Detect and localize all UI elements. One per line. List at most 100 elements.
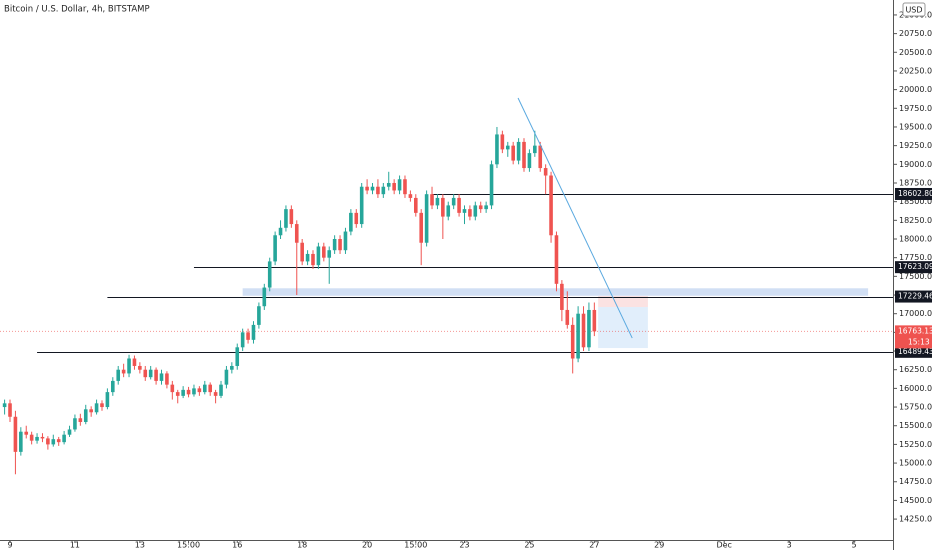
candle-body: [322, 246, 326, 258]
candle-body: [549, 175, 553, 236]
candle-body: [446, 205, 451, 217]
candle-body: [419, 212, 424, 243]
candle-body: [516, 141, 521, 161]
candle-body: [154, 369, 158, 381]
x-tick-label: 23: [459, 541, 469, 550]
candle-body: [581, 313, 586, 348]
candle-body: [186, 389, 191, 395]
candle-body: [495, 134, 499, 165]
candle-body: [408, 194, 413, 198]
candle-body: [257, 306, 261, 325]
candle-body: [354, 212, 359, 225]
candle-body: [284, 209, 288, 228]
candle-body: [343, 231, 348, 251]
last-price-label: 16763.13: [898, 326, 932, 335]
candle-body: [430, 194, 434, 206]
candle-body: [159, 373, 164, 381]
candle-body: [100, 403, 104, 408]
x-tick-label: 15:00: [177, 541, 200, 550]
candle-body: [278, 227, 283, 236]
candle-body: [457, 197, 461, 213]
candle-body: [148, 369, 153, 378]
plot: [0, 97, 893, 475]
candle-body: [489, 164, 494, 206]
candle-body: [381, 186, 386, 195]
y-tick-label: 18500.00: [899, 197, 932, 206]
candle-body: [138, 365, 142, 370]
candle-body: [121, 369, 126, 374]
candle-body: [543, 168, 548, 176]
y-tick-label: 20250.00: [899, 66, 932, 75]
x-tick-label: 9: [7, 541, 12, 550]
candle-body: [208, 384, 212, 393]
position-target: [598, 307, 648, 349]
currency-label: USD: [905, 6, 922, 15]
candle-body: [538, 145, 543, 169]
candle-body: [289, 209, 294, 225]
y-tick-label: 15500.00: [899, 421, 932, 430]
candle-body: [56, 439, 61, 443]
level-label-box: [895, 345, 932, 358]
x-tick-label: 3: [787, 541, 792, 550]
candle-body: [94, 403, 99, 413]
y-tick-label: 14500.00: [899, 496, 932, 505]
candle-body: [143, 369, 148, 378]
y-tick-label: 19750.00: [899, 104, 932, 113]
candle-body: [181, 389, 185, 396]
candle-body: [484, 205, 488, 210]
x-tick-label: 15:00: [404, 541, 427, 550]
candle-body: [592, 309, 597, 332]
zone: [242, 288, 869, 296]
y-tick-label: 19000.00: [899, 160, 932, 169]
candle-body: [246, 332, 250, 340]
y-tick-label: 20750.00: [899, 29, 932, 38]
candle-body: [8, 403, 12, 417]
y-tick-label: 15750.00: [899, 403, 932, 412]
y-tick-label: 17000.00: [899, 309, 932, 318]
candle-body: [554, 235, 559, 284]
candle-body: [240, 332, 245, 348]
y-tick-label: 18000.00: [899, 235, 932, 244]
candle-body: [219, 384, 223, 396]
candle-body: [365, 186, 369, 191]
x-tick-label: 11: [70, 541, 80, 550]
candle-body: [451, 197, 456, 206]
candle-body: [13, 416, 18, 452]
candle-body: [511, 145, 515, 161]
candle-body: [435, 197, 440, 206]
y-tick-label: 18750.00: [899, 178, 932, 187]
x-tick-label: 25: [524, 541, 534, 550]
y-tick-label: 15000.00: [899, 459, 932, 468]
candle-body: [587, 309, 591, 348]
x-tick-label: Dec: [716, 541, 731, 550]
candle-body: [305, 253, 310, 262]
level-label-box: [895, 290, 932, 303]
y-tick-label: 17500.00: [899, 272, 932, 281]
candle-body: [376, 186, 380, 195]
x-tick-label: 29: [654, 541, 664, 550]
candle-body: [462, 209, 467, 213]
candle-body: [35, 436, 39, 441]
candle-body: [127, 358, 131, 374]
candle-body: [202, 384, 207, 393]
candle-body: [2, 403, 7, 408]
candle-body: [192, 388, 196, 395]
y-tick-label: 16000.00: [899, 384, 932, 393]
candle-body: [170, 384, 175, 393]
candle-body: [316, 246, 321, 266]
currency-box: [902, 2, 926, 17]
candle-body: [505, 145, 510, 150]
y-tick-label: 20000.00: [899, 85, 932, 94]
candle-body: [570, 324, 575, 359]
y-tick-label: 18250.00: [899, 216, 932, 225]
y-tick-label: 19250.00: [899, 141, 932, 150]
candle-body: [105, 392, 110, 408]
candle-body: [116, 369, 121, 381]
candle-body: [397, 179, 402, 191]
candle-body: [560, 283, 564, 310]
countdown-label: 15:13: [908, 337, 930, 346]
candle-body: [251, 324, 256, 340]
candle-body: [327, 250, 332, 258]
candle-body: [392, 182, 396, 191]
